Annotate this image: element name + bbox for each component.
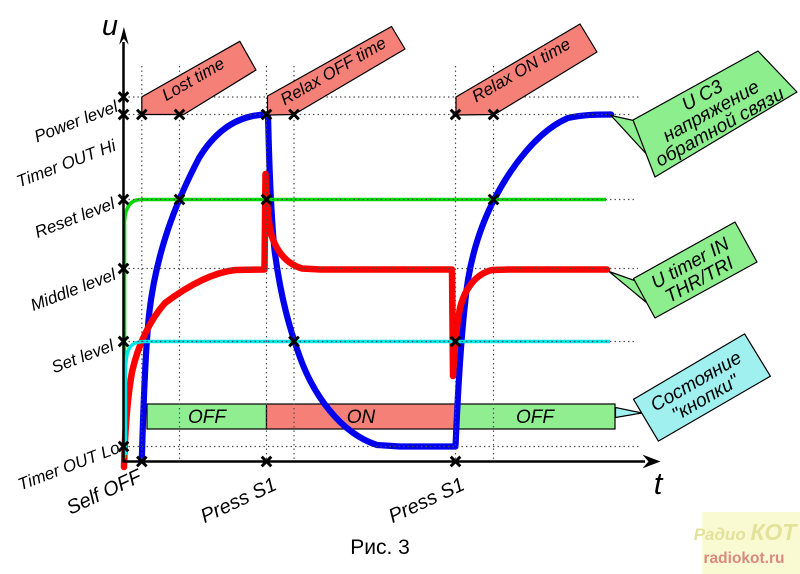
svg-text:t: t	[654, 466, 664, 501]
svg-text:OFF: OFF	[516, 407, 555, 428]
svg-text:u: u	[102, 10, 118, 42]
svg-text:radiokot.ru: radiokot.ru	[704, 550, 785, 567]
svg-text:OFF: OFF	[188, 407, 227, 428]
svg-text:Радио КОТ: Радио КОТ	[694, 519, 799, 545]
svg-text:ON: ON	[347, 407, 376, 428]
svg-text:Рис. 3: Рис. 3	[350, 536, 410, 559]
